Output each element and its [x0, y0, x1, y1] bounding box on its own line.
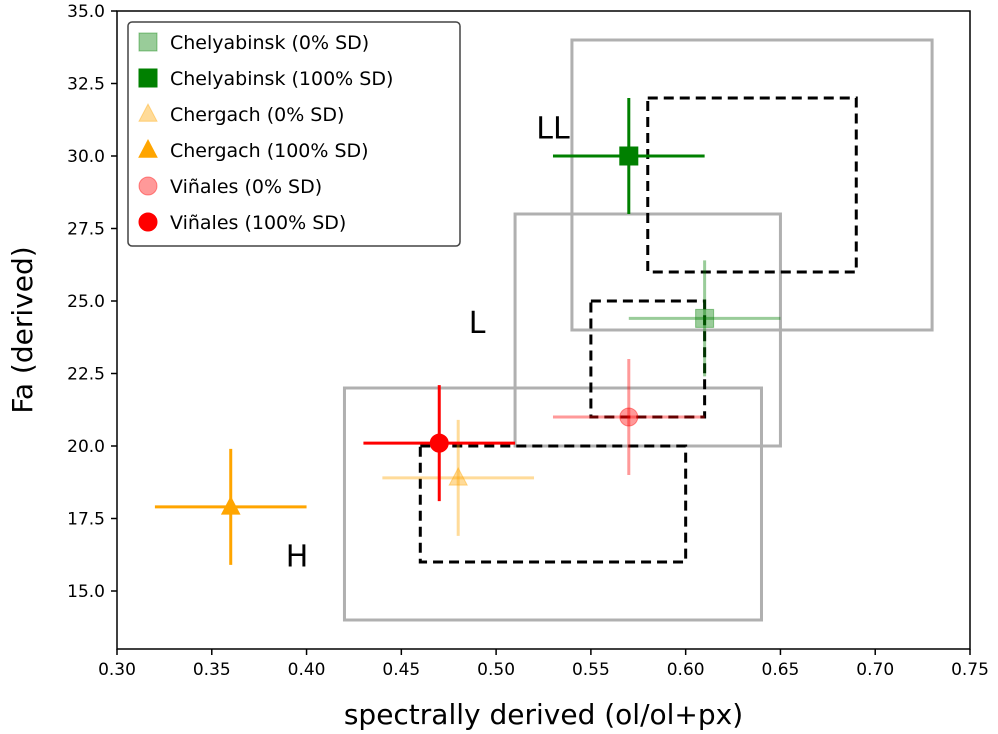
legend: Chelyabinsk (0% SD) Chelyabinsk (100% SD)…: [127, 21, 461, 247]
legend-item: Chelyabinsk (0% SD): [138, 32, 369, 54]
y-axis-title: Fa (derived): [6, 246, 39, 413]
x-tick-label: 0.75: [951, 660, 989, 680]
x-tick-label: 0.40: [288, 660, 326, 680]
y-tick-label: 27.5: [67, 220, 105, 240]
x-tick-label: 0.55: [572, 660, 610, 680]
region-label-ll: LL: [536, 112, 570, 147]
data-point-triangle: [220, 495, 241, 515]
series-0: [628, 260, 781, 377]
x-tick-label: 0.65: [762, 660, 800, 680]
legend-marker-triangle: [138, 103, 158, 122]
x-tick-label: 0.30: [98, 660, 136, 680]
legend-marker-circle: [138, 212, 158, 232]
y-tick-label: 22.5: [67, 365, 105, 385]
region-box-h: [342, 386, 763, 622]
legend-marker-square: [138, 68, 158, 88]
region-label-h: H: [286, 539, 309, 574]
legend-marker-square: [138, 32, 158, 52]
y-tick-label: 25.0: [67, 292, 105, 312]
legend-label: Chergach (0% SD): [170, 104, 344, 126]
dashed-region-box: [418, 444, 688, 564]
y-tick-label: 17.5: [67, 510, 105, 530]
data-point-square: [695, 308, 715, 328]
legend-item: Viñales (0% SD): [138, 176, 322, 198]
y-tick-label: 30.0: [67, 147, 105, 167]
series-2: [382, 419, 535, 536]
legend-label: Chergach (100% SD): [170, 140, 369, 162]
legend-label: Chelyabinsk (100% SD): [170, 68, 393, 90]
dashed-region-box: [646, 96, 858, 274]
legend-item: Chelyabinsk (100% SD): [138, 68, 393, 90]
series-1: [552, 98, 705, 214]
series-layer: [154, 98, 781, 565]
y-tick-label: 32.5: [67, 75, 105, 95]
ticks-layer: 0.30 0.35 0.40 0.45 0.50 0.55 0.60 0.65 0.70 0.75…: [67, 2, 989, 680]
legend-frame: [127, 21, 461, 247]
legend-item: Chergach (0% SD): [138, 103, 344, 126]
legend-label: Viñales (0% SD): [170, 176, 322, 198]
data-point-circle: [429, 433, 449, 453]
legend-marker-triangle: [138, 139, 158, 158]
data-point-circle: [619, 407, 639, 427]
data-point-triangle: [448, 466, 469, 486]
x-tick-label: 0.50: [477, 660, 515, 680]
x-axis-title: spectrally derived (ol/ol+px): [344, 698, 743, 731]
series-4: [552, 359, 705, 475]
dashed-region-box: [589, 299, 707, 419]
x-tick-label: 0.60: [667, 660, 705, 680]
x-tick-label: 0.35: [193, 660, 231, 680]
data-point-square: [619, 146, 639, 166]
series-3: [154, 448, 307, 565]
region-label-l: L: [469, 306, 486, 341]
y-tick-label: 20.0: [67, 437, 105, 457]
legend-item: Chergach (100% SD): [138, 139, 369, 162]
legend-marker-circle: [138, 176, 158, 196]
y-tick-label: 35.0: [67, 2, 105, 22]
y-tick-label: 15.0: [67, 582, 105, 602]
legend-label: Viñales (100% SD): [170, 212, 346, 234]
legend-item: Viñales (100% SD): [138, 212, 346, 234]
series-5: [363, 385, 516, 502]
region-box-ll: [570, 38, 934, 332]
plot-frame: [116, 10, 971, 650]
legend-label: Chelyabinsk (0% SD): [170, 32, 369, 54]
x-tick-label: 0.70: [856, 660, 894, 680]
x-tick-label: 0.45: [382, 660, 420, 680]
